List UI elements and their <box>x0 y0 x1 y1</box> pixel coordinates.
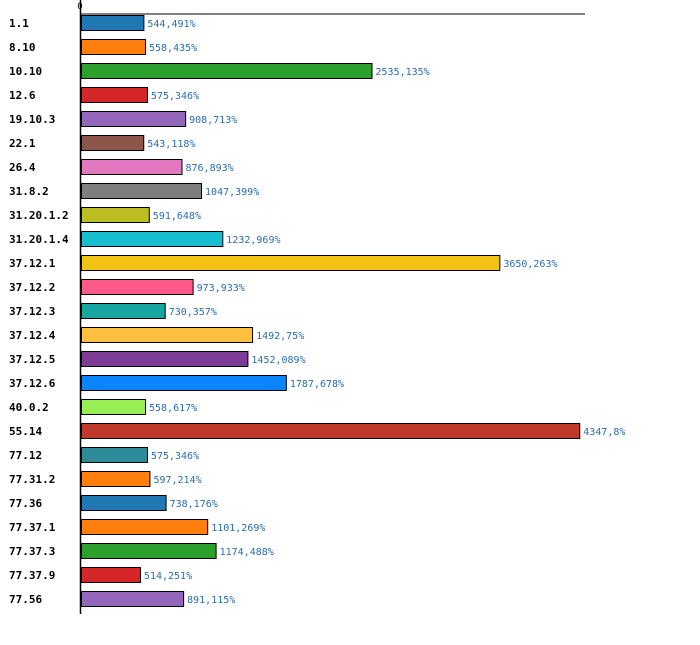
value-label: 3650,263% <box>503 259 557 270</box>
category-label: 37.12.1 <box>9 257 56 270</box>
bar <box>81 39 146 55</box>
category-label: 77.12 <box>9 449 42 462</box>
x-tick-label: 0 <box>77 2 82 12</box>
bar <box>81 15 145 31</box>
category-label: 26.4 <box>9 161 36 174</box>
category-label: 31.8.2 <box>9 185 49 198</box>
value-label: 575,346% <box>151 451 199 462</box>
bar <box>81 303 166 319</box>
bar <box>81 495 167 511</box>
value-label: 514,251% <box>144 571 192 582</box>
category-label: 31.20.1.2 <box>9 209 69 222</box>
category-label: 37.12.3 <box>9 305 55 318</box>
value-label: 558,435% <box>149 43 197 54</box>
bar <box>81 375 287 391</box>
bar <box>81 111 187 127</box>
category-label: 1.1 <box>9 17 29 30</box>
value-label: 1232,969% <box>226 235 280 246</box>
bar <box>81 471 151 487</box>
bar <box>81 207 150 223</box>
category-label: 22.1 <box>9 137 36 150</box>
value-label: 544,491% <box>147 19 195 30</box>
value-label: 1101,269% <box>211 523 265 534</box>
category-label: 37.12.5 <box>9 353 55 366</box>
category-label: 37.12.2 <box>9 281 55 294</box>
category-label: 8.10 <box>9 41 36 54</box>
category-label: 77.37.3 <box>9 545 55 558</box>
bar <box>81 255 501 271</box>
bar <box>81 279 194 295</box>
value-label: 1174,488% <box>220 547 274 558</box>
value-label: 1787,678% <box>290 379 344 390</box>
category-label: 19.10.3 <box>9 113 55 126</box>
category-label: 55.14 <box>9 425 42 438</box>
bar <box>81 423 581 439</box>
value-label: 908,713% <box>189 115 237 126</box>
bar <box>81 159 183 175</box>
category-label: 77.36 <box>9 497 42 510</box>
value-label: 4347,8% <box>583 427 625 438</box>
value-label: 2535,135% <box>376 67 430 78</box>
value-label: 597,214% <box>153 475 201 486</box>
value-label: 575,346% <box>151 91 199 102</box>
bar <box>81 447 148 463</box>
value-label: 558,617% <box>149 403 197 414</box>
bar <box>81 519 209 535</box>
category-label: 77.37.9 <box>9 569 55 582</box>
bar <box>81 399 147 415</box>
bar <box>81 183 203 199</box>
value-label: 891,115% <box>187 595 235 606</box>
category-label: 40.0.2 <box>9 401 49 414</box>
bar <box>81 327 254 343</box>
value-label: 973,933% <box>197 283 245 294</box>
category-label: 12.6 <box>9 89 36 102</box>
bar <box>81 135 145 151</box>
category-label: 77.56 <box>9 593 42 606</box>
category-label: 77.31.2 <box>9 473 55 486</box>
category-label: 37.12.4 <box>9 329 56 342</box>
value-label: 591,648% <box>153 211 201 222</box>
category-label: 10.10 <box>9 65 42 78</box>
value-label: 876,893% <box>185 163 233 174</box>
category-label: 77.37.1 <box>9 521 56 534</box>
value-label: 1047,399% <box>205 187 259 198</box>
value-label: 730,357% <box>169 307 217 318</box>
value-label: 543,118% <box>147 139 195 150</box>
value-label: 1492,75% <box>256 331 304 342</box>
value-label: 738,176% <box>170 499 218 510</box>
bar <box>81 567 141 583</box>
bar <box>81 231 224 247</box>
category-label: 31.20.1.4 <box>9 233 69 246</box>
category-label: 37.12.6 <box>9 377 56 390</box>
bar <box>81 87 148 103</box>
bar <box>81 591 185 607</box>
bar <box>81 63 373 79</box>
bar <box>81 543 217 559</box>
value-label: 1452,089% <box>251 355 305 366</box>
bar <box>81 351 249 367</box>
